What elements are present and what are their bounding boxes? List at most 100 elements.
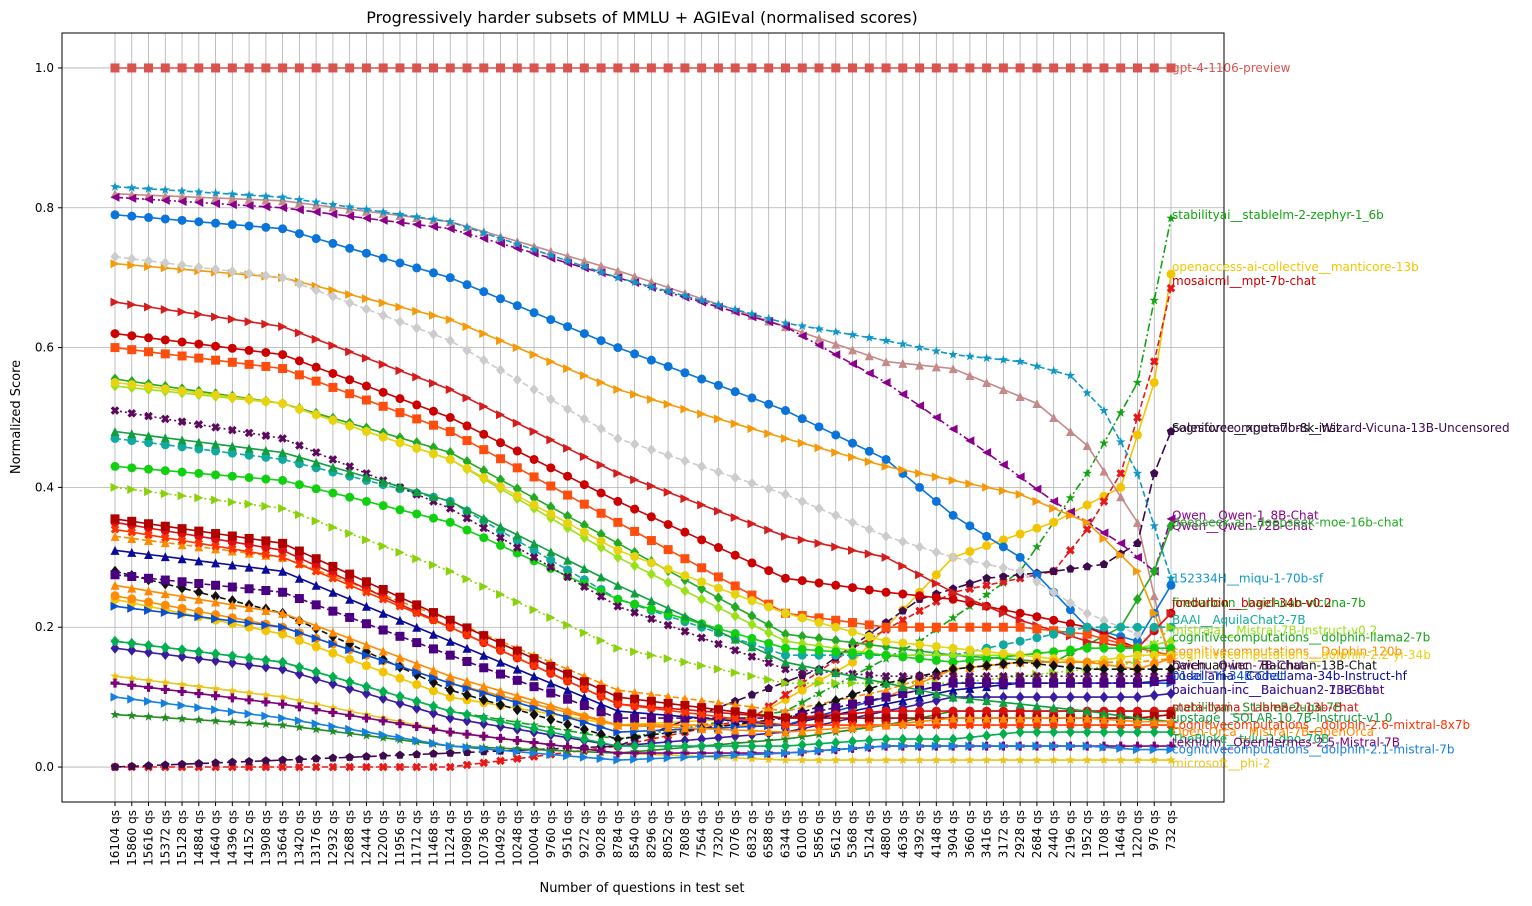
- data-point: [160, 552, 170, 562]
- data-point: [848, 618, 858, 628]
- data-point: [948, 349, 958, 359]
- data-point: [445, 741, 455, 751]
- data-point: [462, 63, 472, 73]
- x-tick-label: 6344 qs: [778, 810, 792, 858]
- data-point: [127, 694, 137, 704]
- data-point: [428, 629, 438, 639]
- data-point: [948, 510, 958, 520]
- data-point: [881, 671, 891, 681]
- data-point: [311, 284, 321, 296]
- data-point: [931, 346, 942, 356]
- data-point: [1065, 619, 1075, 629]
- data-point: [328, 455, 338, 464]
- data-point: [630, 560, 640, 572]
- data-point: [697, 733, 707, 745]
- data-point: [563, 510, 573, 522]
- data-point: [848, 452, 858, 462]
- data-point: [512, 374, 522, 386]
- data-point: [848, 699, 858, 709]
- data-point: [780, 643, 790, 653]
- data-point: [311, 642, 321, 652]
- data-point: [462, 742, 472, 752]
- data-point: [194, 646, 204, 658]
- series-jondurbin__bagel-dpo-34b-v0.2: [110, 259, 1176, 660]
- data-point: [395, 316, 405, 328]
- data-point: [1082, 706, 1092, 716]
- data-point: [1082, 755, 1092, 765]
- data-point: [496, 686, 506, 696]
- x-tick-label: 10492 qs: [494, 810, 508, 866]
- data-point: [479, 688, 489, 698]
- series-line: [115, 288, 1172, 768]
- data-point: [965, 436, 975, 446]
- data-point: [848, 345, 858, 355]
- data-point: [328, 238, 338, 248]
- series-cognitivecomputations__dolphin-2.1-mistral-7b: [110, 692, 1176, 765]
- data-point: [1166, 688, 1176, 700]
- data-point: [144, 639, 154, 651]
- data-point: [864, 620, 874, 630]
- data-point: [613, 755, 623, 765]
- data-point: [579, 564, 589, 574]
- data-point: [596, 423, 606, 435]
- data-point: [848, 637, 858, 649]
- data-point: [898, 741, 908, 751]
- data-point: [529, 709, 539, 721]
- data-point: [881, 650, 891, 660]
- data-point: [211, 648, 221, 660]
- data-point: [328, 202, 338, 212]
- data-point: [982, 647, 992, 657]
- data-point: [529, 384, 539, 396]
- data-point: [345, 594, 355, 604]
- data-point: [529, 350, 539, 360]
- data-point: [294, 668, 304, 680]
- data-point: [881, 461, 891, 471]
- data-point: [261, 501, 271, 511]
- data-point: [529, 492, 539, 504]
- data-point: [780, 322, 790, 332]
- data-point: [345, 676, 355, 688]
- data-point: [1149, 357, 1159, 366]
- series-end-label: cognitivecomputations__dolphin-llama2-7b: [1172, 631, 1430, 645]
- data-point: [244, 267, 254, 279]
- data-point: [361, 248, 371, 258]
- data-point: [278, 622, 288, 632]
- x-tick-label: 10248 qs: [510, 810, 524, 866]
- data-point: [730, 634, 740, 644]
- data-point: [512, 239, 523, 249]
- data-point: [1065, 704, 1075, 714]
- data-point: [663, 564, 673, 574]
- data-point: [864, 63, 874, 73]
- data-point: [110, 635, 120, 647]
- data-point: [378, 387, 388, 397]
- data-point: [512, 491, 522, 501]
- x-tick-label: 10736 qs: [477, 810, 491, 866]
- data-point: [546, 393, 556, 405]
- data-point: [613, 496, 623, 506]
- data-point: [1166, 622, 1176, 632]
- data-point: [747, 618, 757, 630]
- data-point: [328, 587, 338, 597]
- data-point: [244, 394, 254, 404]
- data-point: [546, 63, 556, 73]
- data-point: [613, 580, 623, 590]
- data-point: [881, 733, 891, 745]
- data-point: [613, 685, 623, 695]
- data-point: [194, 759, 204, 768]
- data-point: [227, 685, 238, 695]
- data-point: [512, 691, 522, 701]
- data-point: [144, 213, 154, 223]
- data-point: [915, 622, 925, 632]
- data-point: [194, 493, 204, 503]
- data-point: [378, 625, 388, 635]
- data-point: [697, 740, 707, 752]
- data-point: [378, 693, 388, 705]
- data-point: [998, 706, 1008, 716]
- data-point: [496, 645, 505, 655]
- data-point: [110, 343, 120, 353]
- data-point: [747, 312, 757, 322]
- x-tick-label: 4880 qs: [879, 810, 893, 858]
- data-point: [630, 599, 640, 609]
- data-point: [613, 468, 623, 478]
- x-tick-label: 9760 qs: [544, 810, 558, 858]
